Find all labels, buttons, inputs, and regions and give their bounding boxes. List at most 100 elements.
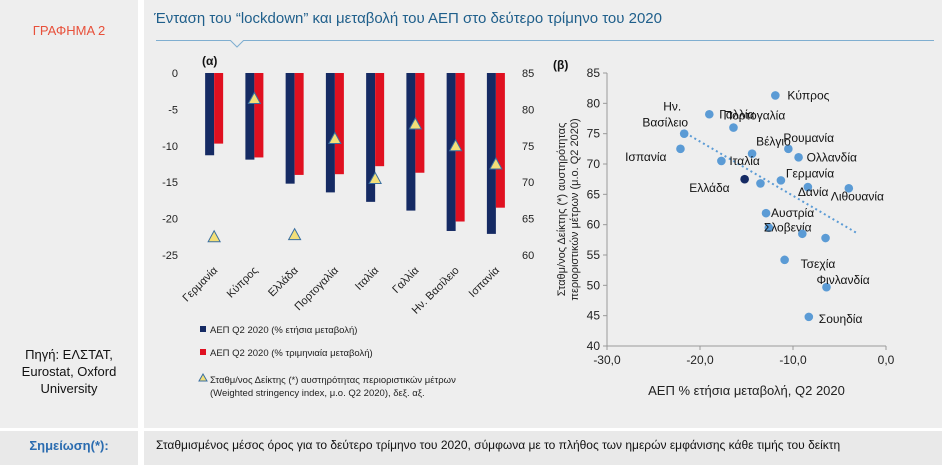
scatter-point bbox=[822, 282, 831, 292]
y-axis-tick: 50 bbox=[587, 278, 601, 292]
bar-gdp-quarterly bbox=[495, 73, 505, 208]
stringency-marker bbox=[287, 227, 302, 241]
right-axis-tick: 80 bbox=[522, 104, 534, 116]
scatter-point bbox=[844, 183, 854, 193]
bar-gdp-annual bbox=[325, 73, 335, 193]
y-axis-title: Σταθμ/νος Δείκτης (*) αυστηρότητας bbox=[556, 123, 568, 297]
bar-gdp-quarterly bbox=[334, 73, 344, 175]
bar-gdp-quarterly bbox=[375, 73, 385, 167]
x-axis-tick: 0,0 bbox=[878, 353, 895, 367]
category-tick: Πορτογαλία bbox=[292, 264, 341, 313]
category-tick: Ιταλία bbox=[353, 264, 382, 293]
x-axis-title: ΑΕΠ % ετήσια μεταβολή, Q2 2020 bbox=[648, 383, 845, 398]
point-label: Ιταλία bbox=[729, 154, 760, 168]
y-axis-tick: 60 bbox=[587, 218, 601, 232]
scatter-point bbox=[717, 156, 726, 166]
note-text-cell bbox=[144, 431, 942, 465]
left-axis-tick: -15 bbox=[162, 177, 178, 189]
y-axis-tick: 85 bbox=[587, 66, 601, 80]
legend-label: ΑΕΠ Q2 2020 (% ετήσια μεταβολή) bbox=[210, 325, 357, 336]
bar-gdp-quarterly bbox=[294, 73, 304, 175]
bar-gdp-annual bbox=[205, 73, 215, 156]
scatter-point bbox=[804, 312, 814, 322]
right-axis-tick: 65 bbox=[522, 214, 534, 226]
scatter-point bbox=[794, 153, 803, 162]
point-label: Φινλανδία bbox=[816, 273, 869, 287]
point-label: Ισπανία bbox=[625, 150, 666, 164]
chart-title: Ένταση του “lockdown” και μεταβολή του Α… bbox=[154, 10, 662, 27]
scatter-point bbox=[705, 109, 714, 119]
bar-gdp-annual bbox=[406, 73, 416, 211]
x-axis-tick: -10,0 bbox=[779, 353, 807, 367]
stringency-marker bbox=[489, 156, 503, 170]
note-label: Σημείωση(*): bbox=[29, 438, 109, 453]
scatter-point bbox=[784, 144, 793, 154]
stringency-marker bbox=[247, 91, 262, 104]
category-tick: Γαλλία bbox=[390, 264, 422, 296]
scatter-point bbox=[676, 144, 685, 154]
stringency-marker bbox=[207, 229, 221, 243]
point-label: Γαλλία bbox=[719, 107, 754, 121]
scatter-chart-gdp-vs-stringency: (β) 85 80 75 70 65 60 55 50 45 40-30,0 -20,0 -10,0 0,… bbox=[553, 58, 895, 398]
stringency-marker bbox=[328, 131, 342, 145]
point-label: Τσεχία bbox=[801, 257, 836, 271]
point-label: Κύπρος bbox=[787, 88, 829, 102]
bar-gdp-annual bbox=[366, 73, 376, 202]
source-line: Eurostat, Oxford bbox=[21, 364, 117, 379]
trend-line bbox=[680, 129, 859, 235]
scatter-point bbox=[747, 149, 757, 158]
scatter-point bbox=[764, 223, 774, 232]
bar-gdp-quarterly bbox=[214, 73, 224, 144]
y-axis-tick: 45 bbox=[587, 309, 601, 323]
right-axis-tick: 75 bbox=[522, 141, 534, 153]
title-divider bbox=[156, 40, 934, 41]
left-axis-tick: -20 bbox=[162, 214, 178, 226]
scatter-point bbox=[729, 123, 738, 132]
left-axis-tick: -10 bbox=[162, 141, 178, 153]
panel-label-a: (α) bbox=[202, 54, 217, 68]
point-label: Λιθουανία bbox=[831, 189, 884, 203]
stringency-marker bbox=[408, 116, 423, 130]
scatter-point bbox=[756, 179, 765, 188]
bar-gdp-quarterly bbox=[415, 73, 425, 173]
legend-swatch bbox=[198, 372, 208, 382]
scatter-point bbox=[679, 129, 689, 138]
chart-panel bbox=[144, 0, 942, 428]
legend-swatch bbox=[200, 349, 206, 355]
bar-gdp-annual bbox=[245, 73, 255, 160]
left-column bbox=[0, 0, 138, 428]
legend-swatch bbox=[200, 326, 206, 332]
left-axis-tick: -5 bbox=[168, 104, 178, 116]
legend-label: ΑΕΠ Q2 2020 (% τριμηνιαία μεταβολή) bbox=[210, 348, 373, 359]
category-tick: Ισπανία bbox=[467, 264, 503, 300]
stringency-marker bbox=[448, 138, 463, 152]
bar-gdp-annual bbox=[486, 73, 496, 234]
category-tick: Ελλάδα bbox=[266, 264, 301, 299]
y-axis-title: περιοριστικών μέτρων (μ.ο. Q2 2020) bbox=[569, 118, 581, 300]
y-axis-tick: 70 bbox=[587, 157, 601, 171]
x-axis-tick: -20,0 bbox=[686, 353, 714, 367]
left-axis-tick: 0 bbox=[172, 68, 178, 80]
bar-gdp-quarterly bbox=[254, 73, 264, 158]
source-note: Πηγή: ΕΛΣΤΑΤ, Eurostat, Oxford Universit… bbox=[0, 346, 138, 397]
point-label: Πορτογαλία bbox=[723, 109, 785, 123]
point-label: Βέλγιο bbox=[756, 135, 791, 149]
note-text: Σταθμισμένος μέσος όρος για το δεύτερο τ… bbox=[156, 438, 841, 452]
y-axis-tick: 40 bbox=[587, 339, 601, 353]
category-tick: Κύπρος bbox=[225, 265, 261, 301]
right-axis-tick: 70 bbox=[522, 177, 534, 189]
left-axis-tick: -25 bbox=[162, 250, 178, 262]
point-label: Ρουμανία bbox=[783, 131, 834, 145]
scatter-point bbox=[761, 208, 771, 218]
scatter-point bbox=[803, 182, 813, 192]
y-axis-tick: 65 bbox=[587, 187, 601, 201]
point-label: Ολλανδία bbox=[807, 150, 857, 164]
bar-chart-gdp-stringency: (α) 0 -5 -10 -15 -20 -25 85 80 75 70 65 60 Γερμανία Κύ… bbox=[162, 54, 534, 399]
stringency-marker bbox=[368, 171, 382, 185]
bar-gdp-annual bbox=[446, 73, 456, 231]
legend-label: Σταθμ/νος Δείκτης (*) αυστηρότητας περιο… bbox=[210, 375, 456, 386]
point-label: Αυστρία bbox=[771, 206, 814, 220]
scatter-point bbox=[776, 176, 786, 185]
y-axis-tick: 55 bbox=[587, 248, 601, 262]
right-axis-tick: 60 bbox=[522, 250, 534, 262]
